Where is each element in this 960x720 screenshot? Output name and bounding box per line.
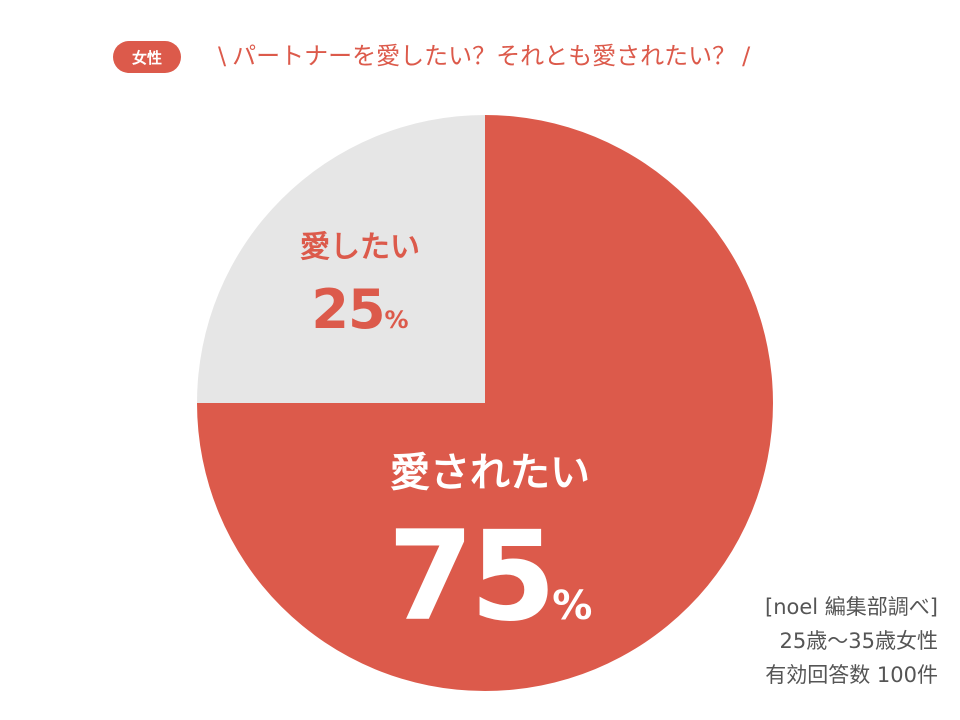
slice-percent-love-to-give: 25% (311, 278, 409, 341)
slice-name-be-loved: 愛されたい (390, 450, 590, 496)
title-text: パートナーを愛したい？それとも愛されたい？ (232, 42, 737, 70)
source-line-1: [noel 編集部調べ] (765, 595, 938, 619)
slice-percent-be-loved: 75% (387, 505, 593, 649)
title-slash-close: / (742, 42, 751, 70)
title-slash-open: \ (218, 42, 227, 70)
source-line-2: 25歳〜35歳女性 (779, 629, 938, 653)
source-note: [noel 編集部調べ] 25歳〜35歳女性 有効回答数 100件 (765, 590, 938, 692)
chart-title: \ パートナーを愛したい？それとも愛されたい？ / (212, 38, 756, 74)
gender-badge: 女性 (113, 41, 181, 73)
slice-name-love-to-give: 愛したい (300, 230, 420, 265)
pie-slice-love-to-give (197, 115, 485, 403)
source-line-3: 有効回答数 100件 (765, 663, 938, 687)
